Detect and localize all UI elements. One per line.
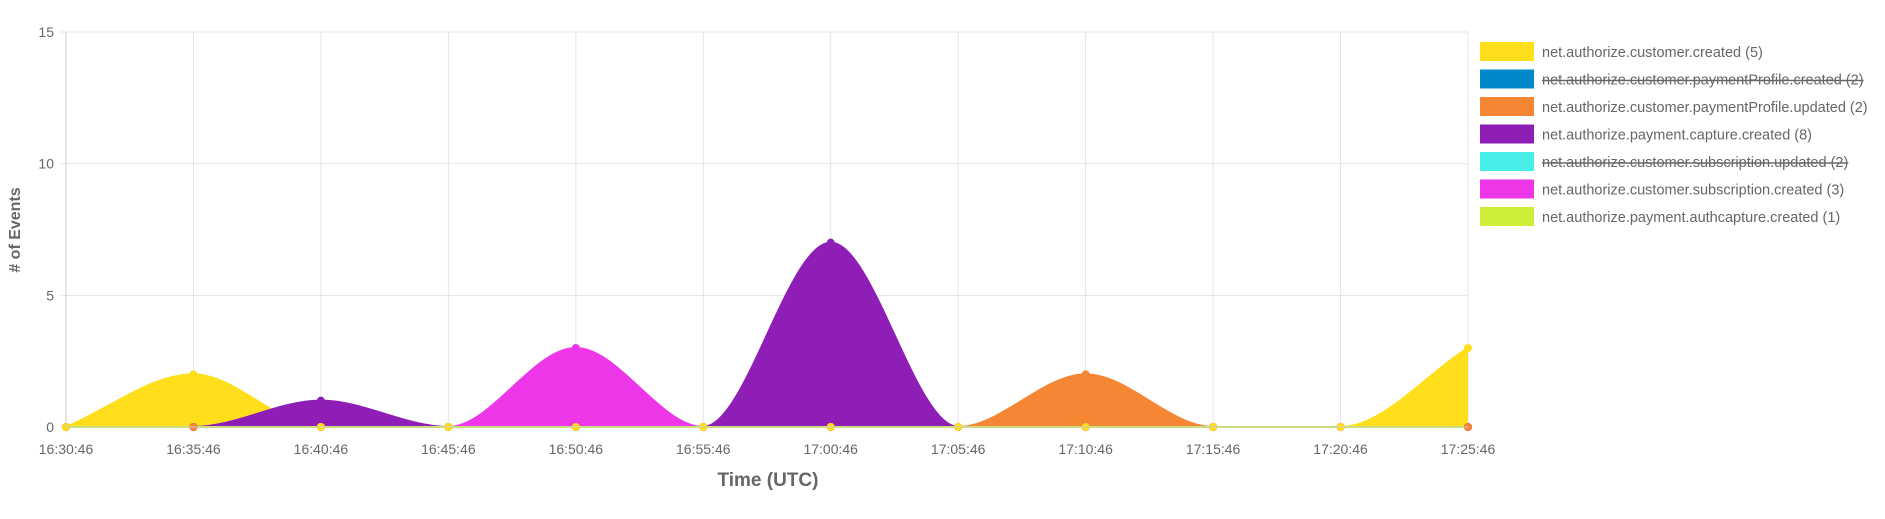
legend-swatch — [1480, 124, 1534, 144]
y-tick-label: 0 — [46, 419, 54, 435]
data-point — [189, 370, 198, 379]
x-tick-label: 16:40:46 — [294, 441, 349, 457]
series-areas — [65, 241, 1469, 429]
x-tick-label: 16:45:46 — [421, 441, 476, 457]
legend-item: net.authorize.customer.created (5) — [1480, 42, 1763, 61]
x-tick-label: 17:20:46 — [1313, 441, 1368, 457]
legend-label: net.authorize.customer.subscription.upda… — [1542, 155, 1848, 171]
legend-swatch — [1480, 179, 1534, 199]
legend-item: net.authorize.customer.subscription.crea… — [1480, 179, 1844, 199]
legend-swatch — [1480, 97, 1534, 116]
legend-label: net.authorize.customer.paymentProfile.cr… — [1542, 73, 1864, 89]
legend: net.authorize.customer.created (5) net.au… — [1480, 42, 1868, 226]
y-tick-label: 10 — [38, 156, 54, 172]
x-tick-label: 16:50:46 — [549, 441, 604, 457]
x-tick-label: 17:15:46 — [1186, 441, 1241, 457]
x-tick-label: 16:55:46 — [676, 441, 731, 457]
x-tick-label: 16:35:46 — [166, 441, 221, 457]
series-area-net-authorize-customer-created — [66, 348, 1468, 427]
legend-item: net.authorize.customer.subscription.upda… — [1480, 152, 1848, 171]
x-tick-label: 17:10:46 — [1058, 441, 1113, 457]
data-point — [571, 344, 580, 352]
data-point — [316, 396, 325, 405]
series-area-net-authorize-customer-paymentProfile-updated — [66, 374, 1468, 427]
y-axis-title: # of Events — [7, 187, 24, 272]
data-point — [826, 238, 835, 247]
legend-swatch — [1480, 152, 1534, 171]
legend-label: net.authorize.customer.subscription.crea… — [1542, 183, 1844, 199]
x-tick-label: 17:00:46 — [803, 441, 858, 457]
x-axis-title: Time (UTC) — [718, 470, 819, 491]
legend-item: net.authorize.payment.capture.created (8… — [1480, 124, 1812, 144]
x-tick-label: 16:30:46 — [39, 441, 94, 457]
data-point — [1464, 344, 1472, 352]
legend-swatch — [1480, 207, 1534, 226]
legend-item: net.authorize.customer.paymentProfile.up… — [1480, 97, 1868, 116]
legend-swatch — [1480, 42, 1534, 61]
legend-label: net.authorize.payment.authcapture.create… — [1542, 210, 1840, 226]
legend-item: net.authorize.payment.authcapture.create… — [1480, 207, 1840, 226]
legend-label: net.authorize.customer.created (5) — [1542, 45, 1763, 61]
x-tick-label: 17:25:46 — [1441, 441, 1496, 457]
data-point — [1081, 370, 1090, 379]
legend-item: net.authorize.customer.paymentProfile.cr… — [1480, 69, 1864, 89]
axes: 16:30:46 16:35:46 16:40:46 16:45:46 16:50:46… — [38, 24, 1495, 457]
legend-label: net.authorize.customer.paymentProfile.up… — [1542, 100, 1868, 116]
x-tick-label: 17:05:46 — [931, 441, 986, 457]
y-tick-label: 15 — [38, 24, 54, 40]
y-tick-label: 5 — [46, 287, 54, 303]
legend-label: net.authorize.payment.capture.created (8… — [1542, 128, 1812, 144]
legend-swatch — [1480, 69, 1534, 89]
